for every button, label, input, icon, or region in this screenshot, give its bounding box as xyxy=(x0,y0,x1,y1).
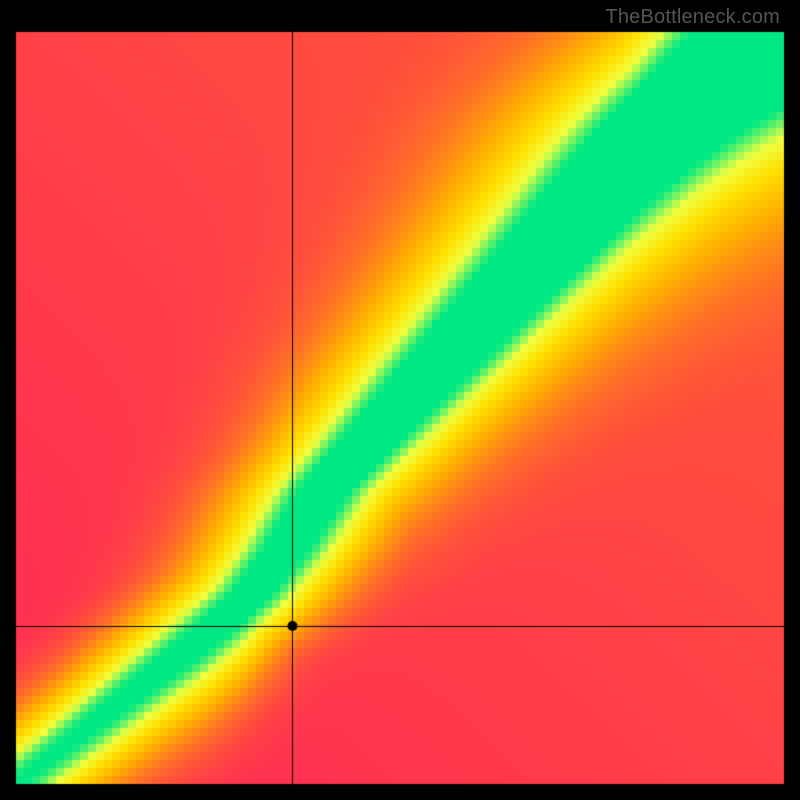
watermark-text: TheBottleneck.com xyxy=(605,6,780,29)
chart-container: TheBottleneck.com xyxy=(0,0,800,800)
bottleneck-heatmap xyxy=(0,0,800,800)
